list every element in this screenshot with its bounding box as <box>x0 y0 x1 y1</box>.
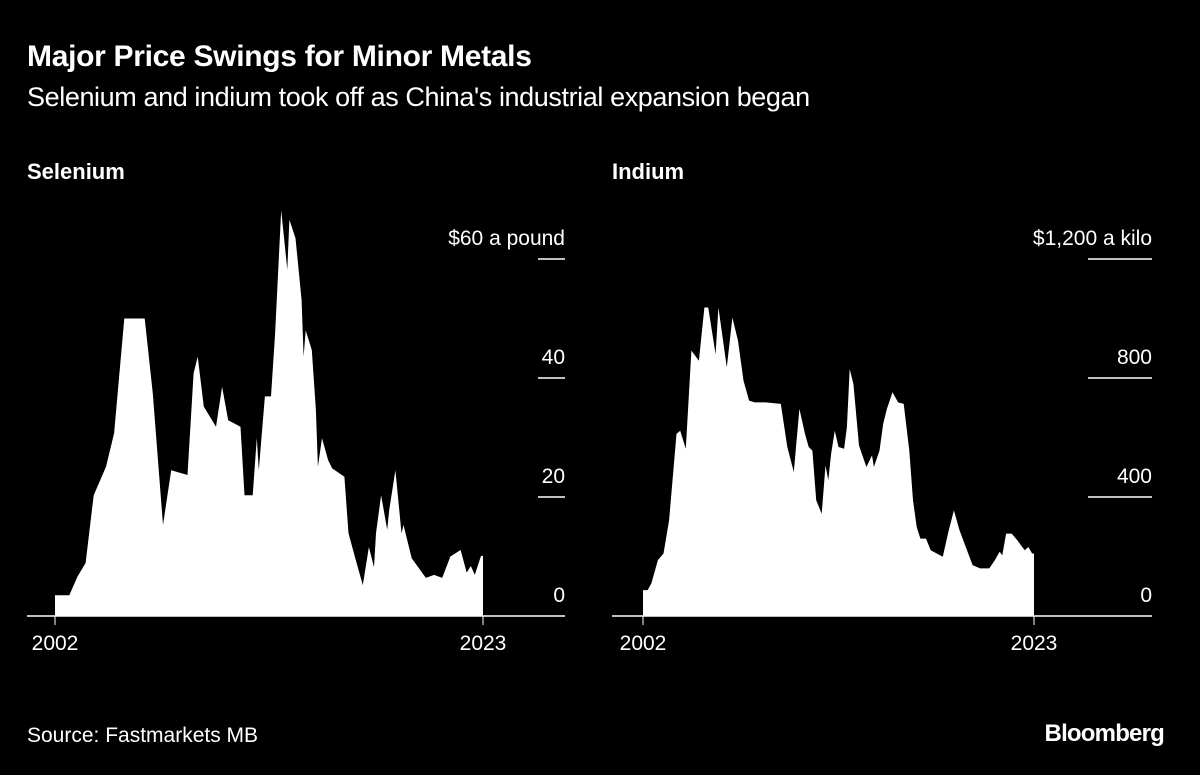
y-tick-label: 400 <box>1117 465 1152 488</box>
chart-subtitle: Selenium and indium took off as China's … <box>27 82 810 112</box>
y-tick-label: 20 <box>542 465 565 488</box>
area-series-indium <box>643 307 1034 616</box>
y-tick-label: $60 a pound <box>448 227 565 250</box>
chart-title: Major Price Swings for Minor Metals <box>27 40 532 73</box>
y-tick-label: $1,200 a kilo <box>1033 227 1152 250</box>
y-tick-label: 40 <box>542 346 565 369</box>
bloomberg-logo: Bloomberg <box>1044 720 1165 747</box>
x-tick-label: 2002 <box>32 632 79 655</box>
y-tick-label: 800 <box>1117 346 1152 369</box>
x-tick-label: 2002 <box>620 632 667 655</box>
y-tick-label: 0 <box>553 584 565 607</box>
source-note: Source: Fastmarkets MB <box>27 724 259 747</box>
panel-title-indium: Indium <box>612 159 684 184</box>
y-tick-label: 0 <box>1140 584 1152 607</box>
x-tick-label: 2023 <box>460 632 507 655</box>
x-tick-label: 2023 <box>1011 632 1058 655</box>
panel-title-selenium: Selenium <box>27 159 125 184</box>
area-series-selenium <box>55 210 483 616</box>
